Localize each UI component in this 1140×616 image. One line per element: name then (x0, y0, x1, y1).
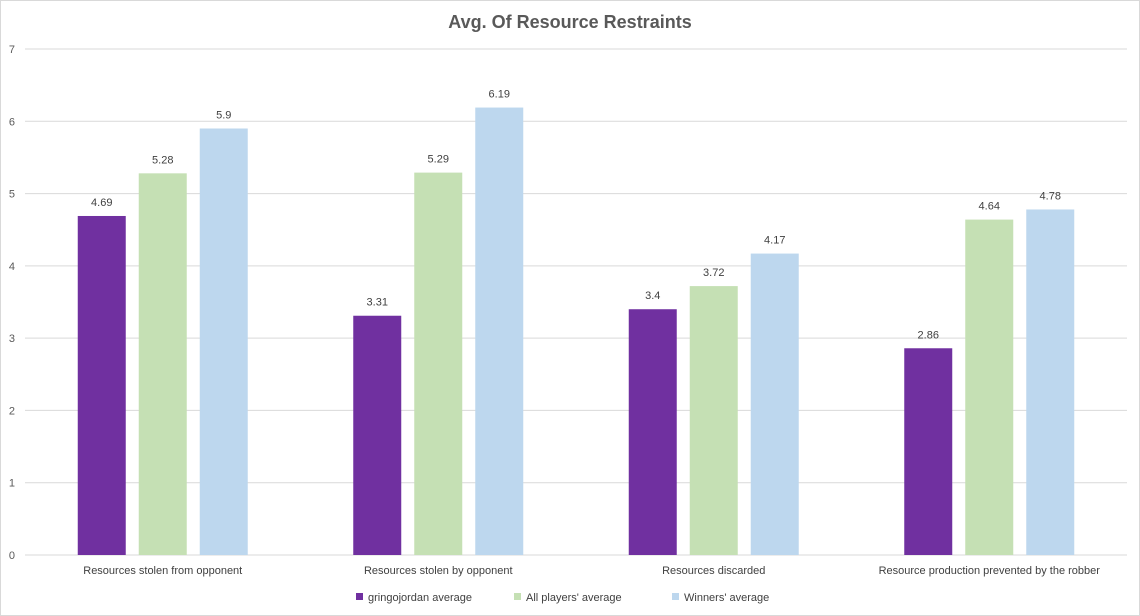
x-category-label: Resources discarded (662, 565, 765, 577)
data-label: 4.17 (764, 235, 785, 247)
data-label: 3.31 (367, 297, 388, 309)
bar (904, 348, 953, 555)
y-tick-label: 4 (9, 261, 15, 273)
legend-swatch (356, 593, 363, 600)
bar (628, 309, 677, 555)
legend-swatch (672, 593, 679, 600)
data-label: 4.69 (91, 197, 112, 209)
x-category-label: Resource production prevented by the rob… (879, 565, 1101, 577)
bar (750, 253, 799, 555)
x-category-label: Resources stolen by opponent (364, 565, 513, 577)
data-label: 6.19 (489, 89, 510, 101)
gridlines (25, 48, 1127, 556)
y-tick-label: 1 (9, 478, 15, 490)
y-tick-label: 0 (9, 550, 15, 562)
data-label: 5.9 (216, 110, 231, 122)
legend: gringojordan average All players' average… (356, 592, 769, 604)
data-label: 4.78 (1040, 190, 1061, 202)
y-tick-label: 5 (9, 189, 15, 201)
legend-label: All players' average (526, 592, 622, 604)
data-labels: 4.69 5.28 5.9 3.31 5.29 6.19 3.4 3.72 4.17 2.86 4.… (91, 89, 1061, 342)
bar (199, 128, 248, 555)
data-label: 3.72 (703, 267, 724, 279)
data-label: 4.64 (979, 201, 1000, 213)
bar (475, 107, 524, 556)
x-category-label: Resources stolen from opponent (83, 565, 242, 577)
data-label: 3.4 (645, 290, 660, 302)
bar (965, 219, 1014, 555)
y-tick-label: 6 (9, 116, 15, 128)
x-axis-categories: Resources stolen from opponent Resources … (83, 565, 1100, 577)
legend-label: gringojordan average (368, 592, 472, 604)
bar (1026, 209, 1075, 555)
y-tick-label: 2 (9, 405, 15, 417)
y-tick-label: 7 (9, 44, 15, 56)
bar (138, 173, 187, 555)
bars (77, 107, 1075, 556)
y-axis-ticks: 0 1 2 3 4 5 6 7 (9, 44, 15, 562)
bar (689, 286, 738, 555)
bar (353, 315, 402, 555)
data-label: 5.29 (428, 154, 449, 166)
y-tick-label: 3 (9, 333, 15, 345)
data-label: 2.86 (918, 329, 939, 341)
chart-title: Avg. Of Resource Restraints (448, 12, 691, 32)
legend-label: Winners' average (684, 592, 769, 604)
legend-swatch (514, 593, 521, 600)
data-label: 5.28 (152, 154, 173, 166)
bar (414, 172, 463, 555)
bar (77, 215, 126, 556)
